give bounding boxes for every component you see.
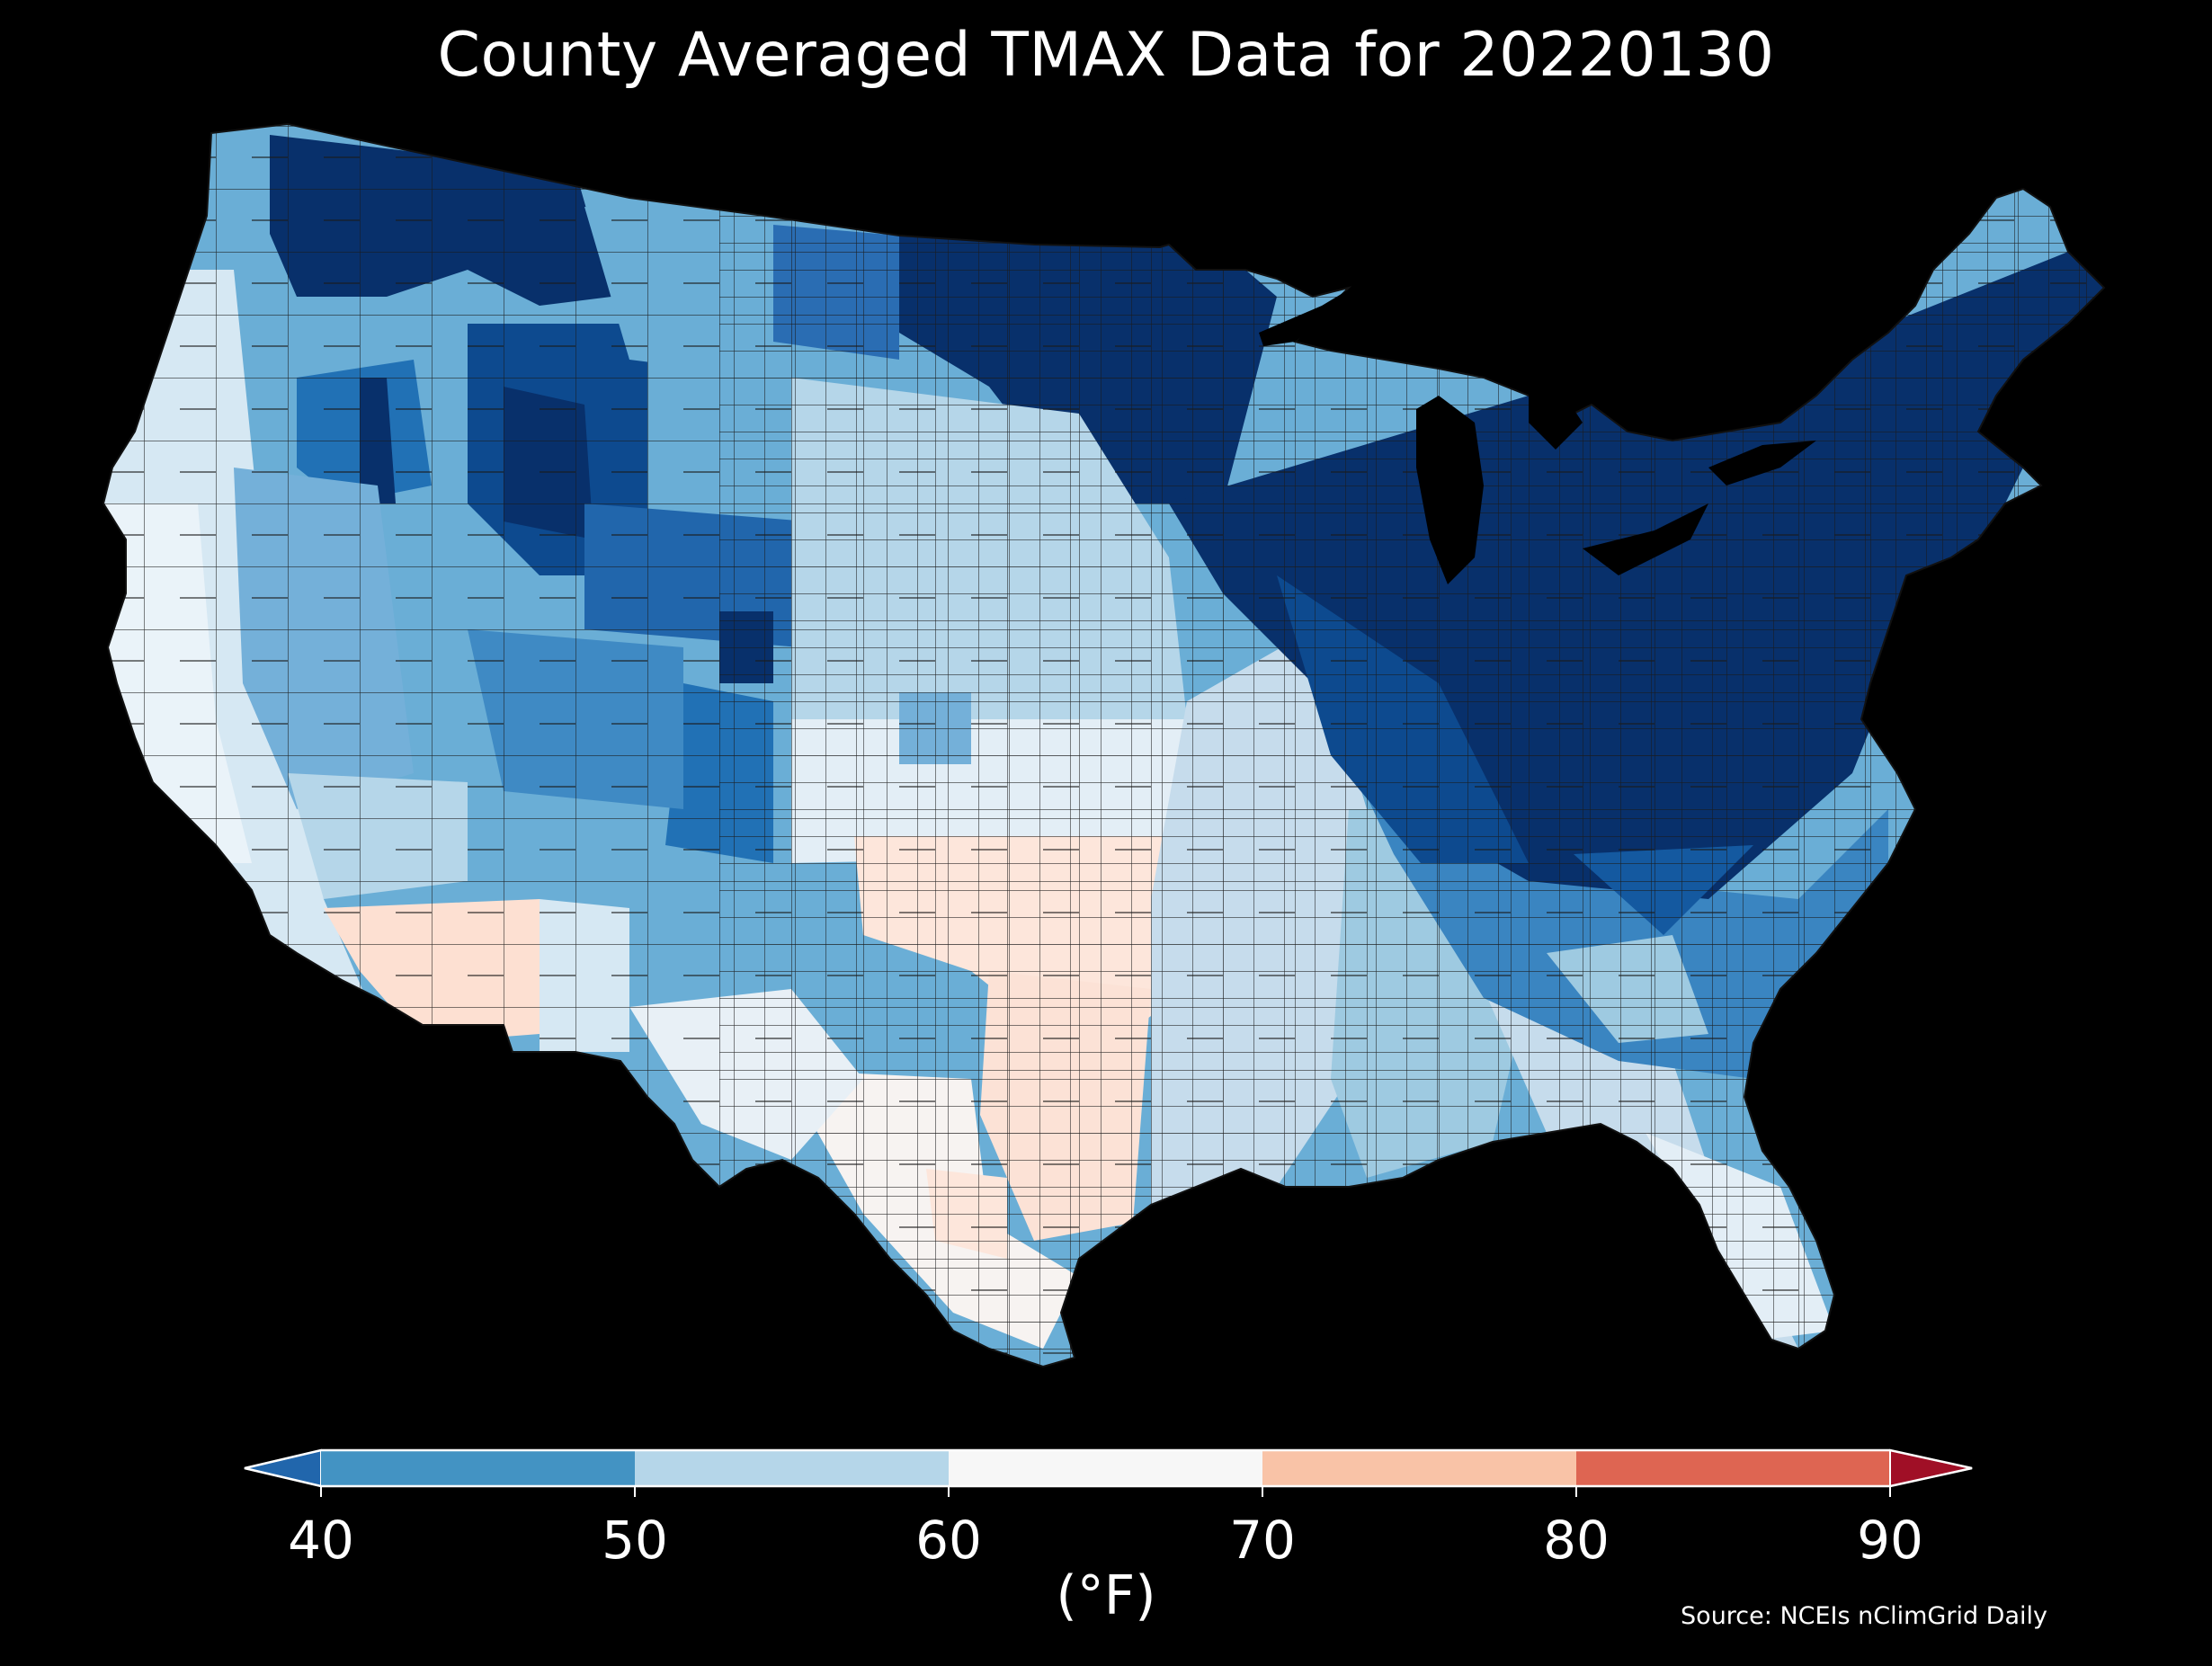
colorbar-bin: [635, 1450, 949, 1486]
great-lakes: [1259, 279, 1816, 584]
colorbar-tick-label: 60: [915, 1510, 982, 1571]
colorbar-bins: [244, 1448, 1973, 1488]
colorbar-bin: [949, 1450, 1262, 1486]
colorbar-units: (°F): [1056, 1564, 1156, 1627]
source-credit: Source: NCEIs nClimGrid Daily: [1681, 1602, 2047, 1630]
colorbar-tick-label: 80: [1543, 1510, 1610, 1571]
colorbar-tick-label: 90: [1857, 1510, 1923, 1571]
colorbar-ticks: 40 50 60 70 80 90: [288, 1486, 1923, 1571]
colorbar-tick-label: 50: [602, 1510, 668, 1571]
colorbar-bin: [1576, 1450, 1890, 1486]
colorbar-extend-high: [1889, 1448, 1973, 1488]
colorbar-tick-label: 40: [288, 1510, 354, 1571]
colorbar-tick-label: 70: [1229, 1510, 1296, 1571]
colorbar-extend-low: [244, 1448, 322, 1488]
colorbar-bin: [1262, 1450, 1576, 1486]
map-title: County Averaged TMAX Data for 20220130: [437, 20, 1775, 91]
colorbar-bin: [321, 1450, 635, 1486]
